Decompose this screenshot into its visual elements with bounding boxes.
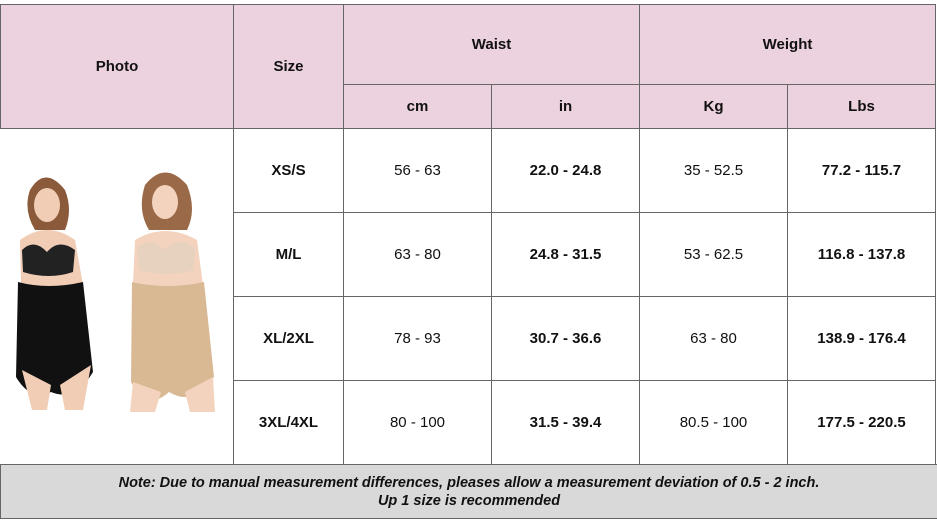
table-cell: 3XL/4XL — [233, 380, 344, 465]
header-size: Size — [233, 4, 344, 129]
table-cell: 30.7 - 36.6 — [491, 296, 640, 381]
model-black — [16, 177, 93, 410]
note: Note: Due to manual measurement differen… — [0, 464, 937, 519]
table-cell: 31.5 - 39.4 — [491, 380, 640, 465]
table-cell: 80.5 - 100 — [639, 380, 788, 465]
header-unit: Lbs — [787, 84, 936, 129]
table-cell: 80 - 100 — [343, 380, 492, 465]
header-unit: cm — [343, 84, 492, 129]
table-cell: 53 - 62.5 — [639, 212, 788, 297]
table-cell: 78 - 93 — [343, 296, 492, 381]
note-line: Note: Due to manual measurement differen… — [118, 474, 820, 491]
table-cell: 63 - 80 — [639, 296, 788, 381]
table-cell: M/L — [233, 212, 344, 297]
table-cell: 77.2 - 115.7 — [787, 128, 936, 213]
table-cell: 63 - 80 — [343, 212, 492, 297]
note-line: Up 1 size is recommended — [377, 492, 561, 509]
product-photo — [16, 172, 215, 412]
table-cell: 116.8 - 137.8 — [787, 212, 936, 297]
header-photo: Photo — [0, 4, 234, 129]
table-cell: 56 - 63 — [343, 128, 492, 213]
table-cell: 24.8 - 31.5 — [491, 212, 640, 297]
table-cell: 35 - 52.5 — [639, 128, 788, 213]
header-unit: Kg — [639, 84, 788, 129]
header-waist: Waist — [343, 4, 640, 85]
table-cell: 138.9 - 176.4 — [787, 296, 936, 381]
model-nude — [130, 172, 215, 412]
table-cell: XL/2XL — [233, 296, 344, 381]
header-unit: in — [491, 84, 640, 129]
table-cell: 22.0 - 24.8 — [491, 128, 640, 213]
table-cell: 177.5 - 220.5 — [787, 380, 936, 465]
table-cell: XS/S — [233, 128, 344, 213]
header-weight: Weight — [639, 4, 936, 85]
